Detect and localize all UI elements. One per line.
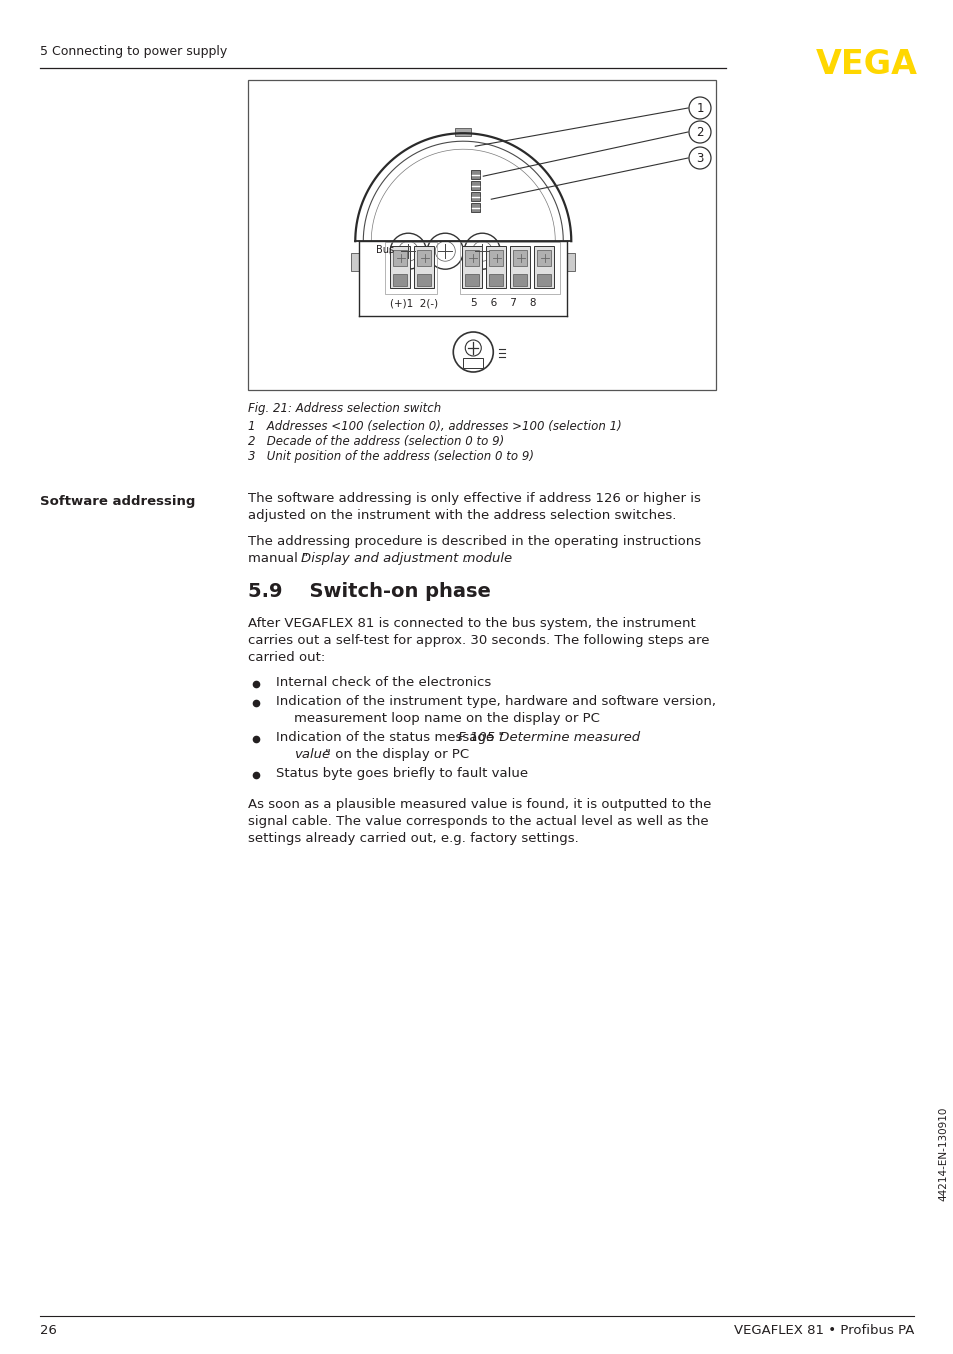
Bar <box>513 250 527 267</box>
Text: signal cable. The value corresponds to the actual level as well as the: signal cable. The value corresponds to t… <box>248 815 708 829</box>
Text: .: . <box>463 552 468 565</box>
Text: carried out:: carried out: <box>248 651 325 663</box>
Bar <box>390 246 410 288</box>
Text: carries out a self-test for approx. 30 seconds. The following steps are: carries out a self-test for approx. 30 s… <box>248 634 709 647</box>
Text: Indication of the status message ": Indication of the status message " <box>275 731 504 743</box>
Text: VEGA: VEGA <box>815 47 917 81</box>
Text: The software addressing is only effective if address 126 or higher is: The software addressing is only effectiv… <box>248 492 700 505</box>
Bar <box>414 246 434 288</box>
Text: Status byte goes briefly to fault value: Status byte goes briefly to fault value <box>275 766 528 780</box>
Bar <box>248 80 716 390</box>
Text: F 105 Determine measured: F 105 Determine measured <box>457 731 639 743</box>
Bar <box>385 242 436 294</box>
Text: 5 Connecting to power supply: 5 Connecting to power supply <box>40 45 227 58</box>
Text: The addressing procedure is described in the operating instructions: The addressing procedure is described in… <box>248 535 700 548</box>
Bar <box>489 250 503 267</box>
Text: 3: 3 <box>696 152 703 164</box>
Bar <box>537 250 551 267</box>
Text: 26: 26 <box>40 1324 57 1336</box>
Bar <box>567 253 575 271</box>
Text: (+)1  2(-): (+)1 2(-) <box>390 298 438 309</box>
Bar <box>470 203 479 213</box>
Bar <box>537 275 551 286</box>
Text: VEGAFLEX 81 • Profibus PA: VEGAFLEX 81 • Profibus PA <box>733 1324 913 1336</box>
Bar <box>416 250 431 267</box>
Text: adjusted on the instrument with the address selection switches.: adjusted on the instrument with the addr… <box>248 509 676 523</box>
Bar <box>393 250 407 267</box>
Text: 44214-EN-130910: 44214-EN-130910 <box>937 1106 947 1201</box>
Text: 1: 1 <box>696 102 703 115</box>
Bar <box>489 275 503 286</box>
Bar <box>462 246 482 288</box>
Bar <box>470 171 479 179</box>
Text: 2   Decade of the address (selection 0 to 9): 2 Decade of the address (selection 0 to … <box>248 435 504 448</box>
Bar <box>465 250 478 267</box>
Text: measurement loop name on the display or PC: measurement loop name on the display or … <box>294 712 599 724</box>
Text: 3   Unit position of the address (selection 0 to 9): 3 Unit position of the address (selectio… <box>248 450 534 463</box>
Text: manual ": manual " <box>248 552 308 565</box>
Bar <box>513 275 527 286</box>
Bar <box>486 246 506 288</box>
Text: As soon as a plausible measured value is found, it is outputted to the: As soon as a plausible measured value is… <box>248 798 711 811</box>
Bar <box>393 275 407 286</box>
Text: Indication of the instrument type, hardware and software version,: Indication of the instrument type, hardw… <box>275 695 716 708</box>
Text: Bus: Bus <box>375 245 394 255</box>
Bar <box>510 246 530 288</box>
Bar <box>455 129 471 137</box>
Text: Display and adjustment module: Display and adjustment module <box>301 552 512 565</box>
Bar <box>351 253 359 271</box>
Bar <box>416 275 431 286</box>
Text: 2: 2 <box>696 126 703 138</box>
Text: After VEGAFLEX 81 is connected to the bus system, the instrument: After VEGAFLEX 81 is connected to the bu… <box>248 617 695 630</box>
Text: Fig. 21: Address selection switch: Fig. 21: Address selection switch <box>248 402 441 414</box>
Bar <box>470 181 479 190</box>
Text: " on the display or PC: " on the display or PC <box>325 747 469 761</box>
Bar <box>465 275 478 286</box>
Text: 1   Addresses <100 (selection 0), addresses >100 (selection 1): 1 Addresses <100 (selection 0), addresse… <box>248 420 621 433</box>
Bar <box>463 357 483 368</box>
Bar <box>459 242 559 294</box>
Text: Software addressing: Software addressing <box>40 496 195 508</box>
Bar <box>534 246 554 288</box>
Text: Internal check of the electronics: Internal check of the electronics <box>275 676 491 689</box>
Text: 5.9    Switch-on phase: 5.9 Switch-on phase <box>248 582 491 601</box>
Bar <box>470 192 479 202</box>
Text: 5    6    7    8: 5 6 7 8 <box>471 298 537 309</box>
Text: value: value <box>294 747 330 761</box>
Text: settings already carried out, e.g. factory settings.: settings already carried out, e.g. facto… <box>248 831 578 845</box>
